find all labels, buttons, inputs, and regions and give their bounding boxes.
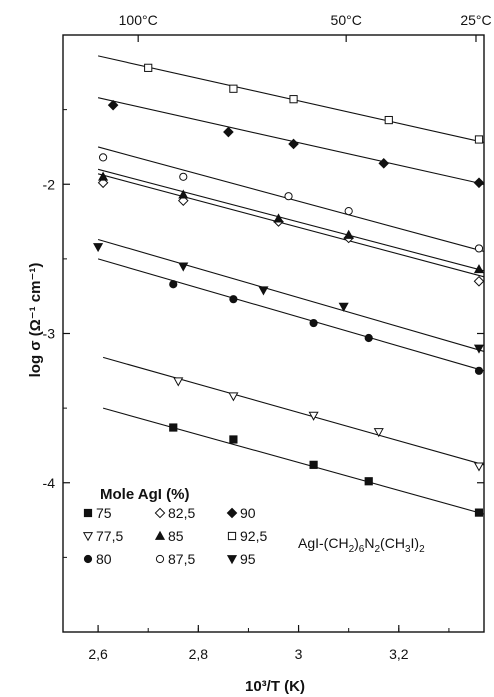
data-point [473,462,485,472]
legend-marker [82,532,94,542]
y-tick-label: -4 [43,475,56,491]
y-tick-label: -2 [43,176,56,192]
data-point [178,262,189,272]
formula-part: ) [354,535,359,551]
data-point [309,460,318,469]
data-point [178,189,189,199]
data-point [344,207,353,216]
top-axis-label-25c: 25°C [460,12,491,28]
formula-subscript: 2 [419,544,425,555]
data-point [473,264,485,274]
legend-label: 85 [168,528,184,544]
formula-subscript: 3 [405,544,411,555]
fit-line [97,168,485,272]
data-point [364,477,373,486]
data-point [179,172,188,181]
formula-part: AgI-(CH [298,535,349,551]
x-axis-title: 10³/T (K) [245,678,305,695]
data-point [338,302,349,312]
legend-marker [154,507,166,519]
y-tick-labels: -2 -3 -4 [43,176,56,491]
data-point [474,508,484,517]
x-tick-label: 3 [295,646,303,662]
data-point [378,158,390,169]
x-tick-label: 2,6 [88,646,108,662]
data-point [258,286,269,296]
data-point [474,135,484,144]
fit-lines-group [97,55,485,515]
data-point [229,84,238,93]
data-point [228,392,239,402]
formula-part: (CH [380,535,405,551]
fit-line [97,238,485,352]
data-point [229,295,238,304]
formula-part: I) [411,535,420,551]
data-point [98,153,108,162]
legend-marker [83,554,93,564]
data-point [289,95,298,104]
legend-marker [227,531,237,541]
data-point [169,280,178,289]
data-point [474,366,484,375]
data-point [284,192,293,201]
formula-subscript: 2 [349,544,355,555]
top-axis-label-100c: 100°C [119,12,158,28]
legend-label: 92,5 [240,528,267,544]
fit-line [97,258,485,372]
legend: Mole AgI (%) 75 77,5 80 82,5 85 87,5 90 92,5 95 [82,486,267,567]
data-point [373,428,384,438]
data-point [223,126,234,138]
data-point [473,177,485,189]
legend-label: 87,5 [168,551,195,567]
legend-label: 77,5 [96,528,123,544]
legend-items: 75 77,5 80 82,5 85 87,5 90 92,5 95 [82,505,267,567]
data-point [343,229,354,239]
legend-marker [155,554,165,564]
data-point [473,344,485,354]
data-point [273,213,284,223]
formula-subscript: 2 [374,544,380,555]
top-axis-labels: 100°C 50°C 25°C [119,12,492,28]
data-point [474,244,484,253]
fit-line [97,173,485,278]
data-point [308,411,319,421]
legend-label: 90 [240,505,256,521]
formula-part: N [364,535,374,551]
legend-label: 82,5 [168,505,195,521]
y-tick-label: -3 [43,326,56,342]
y-axis-title: log σ (Ω⁻¹ cm⁻¹) [27,263,44,378]
x-tick-label: 2,8 [189,646,209,662]
legend-marker [226,555,238,565]
fit-line [102,407,485,515]
legend-label: 75 [96,505,112,521]
formula-subscript: 6 [359,544,365,555]
top-axis-label-50c: 50°C [331,12,362,28]
ticks-group [63,35,484,632]
legend-marker [154,530,166,540]
data-point [144,63,153,72]
data-point [93,243,104,253]
data-point [288,138,299,150]
legend-label: 95 [240,551,256,567]
x-tick-label: 3,2 [389,646,409,662]
markers-group [93,63,485,517]
legend-marker [226,507,238,519]
data-point [98,171,109,181]
data-point [384,115,393,125]
legend-title: Mole AgI (%) [100,486,189,503]
legend-marker [83,508,93,518]
fit-line [102,356,485,466]
legend-label: 80 [96,551,112,567]
data-point [107,99,119,111]
data-point [229,435,238,444]
data-point [169,423,178,432]
data-point [473,275,485,287]
fit-line [97,97,485,185]
compound-formula: AgI-(CH2)6N2(CH3I)2 [298,535,425,555]
data-point [364,333,373,343]
x-tick-labels: 2,6 2,8 3 3,2 [88,646,408,662]
data-point [309,318,318,328]
data-point [173,377,184,387]
